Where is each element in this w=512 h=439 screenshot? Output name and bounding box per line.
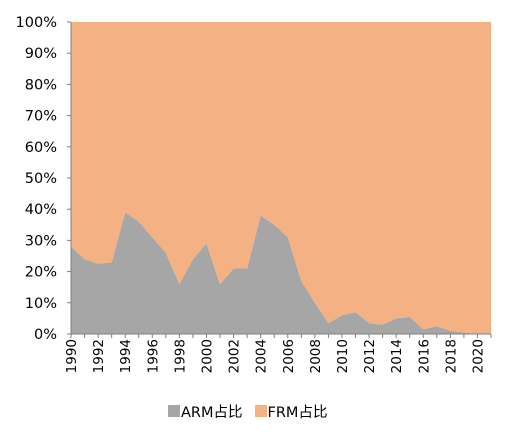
x-tick-label: 2004 [254,339,270,373]
y-tick-label: 60% [25,140,57,156]
x-tick-label: 1990 [64,339,80,373]
y-tick-label: 70% [25,109,57,125]
x-tick-label: 1994 [118,339,134,373]
legend-swatch-frm [254,405,267,417]
x-tick-label: 2016 [416,339,432,373]
legend: ARM占比 FRM占比 [168,401,339,422]
x-tick-label: 2002 [227,339,243,373]
y-tick-label: 0% [34,327,57,343]
plot-areas [71,22,491,334]
x-tick-label: 2010 [335,339,351,373]
legend-item-arm: ARM占比 [168,401,243,422]
x-tick-label: 1996 [145,339,161,373]
y-axis-ticks: 0% 10% 20% 30% 40% 50% 60% 70% 80% 90% 100% [16,15,71,343]
x-tick-label: 2014 [389,339,405,373]
x-tick-label: 2012 [362,339,378,373]
x-tick-label: 2000 [199,339,215,373]
y-tick-label: 10% [25,296,57,312]
legend-label-arm: ARM占比 [181,404,243,421]
legend-label-frm: FRM占比 [267,404,328,421]
y-tick-label: 50% [25,171,57,187]
y-tick-label: 20% [25,265,57,281]
legend-item-frm: FRM占比 [254,401,328,422]
area-series-frm [71,22,491,334]
x-tick-label: 2020 [470,339,486,373]
x-axis-ticks: 1990 1992 1994 1996 1998 2000 2002 2004 2006 2008… [64,334,492,373]
y-tick-label: 30% [25,233,57,249]
area-series-arm [71,212,491,334]
y-tick-label: 90% [25,46,57,62]
y-tick-label: 40% [25,202,57,218]
x-tick-label: 1992 [91,339,107,373]
legend-swatch-arm [168,405,180,417]
x-tick-label: 2008 [308,339,324,373]
x-tick-label: 1998 [172,339,188,373]
x-tick-label: 2018 [443,339,459,373]
y-tick-label: 100% [16,15,57,31]
y-tick-label: 80% [25,77,57,93]
x-tick-label: 2006 [281,339,297,373]
